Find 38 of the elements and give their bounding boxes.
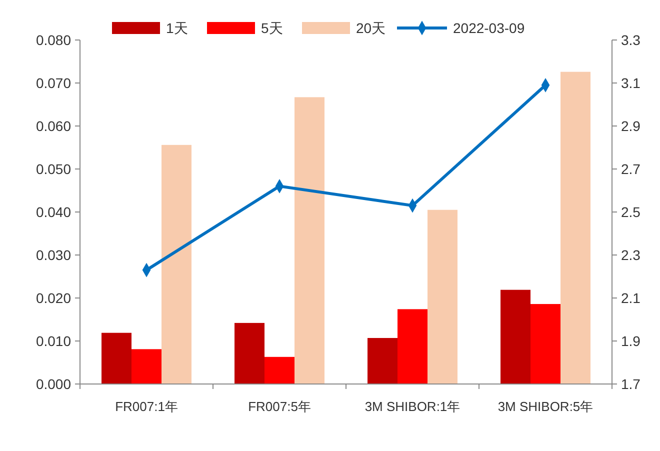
x-tick-label: FR007:1年 [115,399,178,414]
y-tick-label: 0.000 [36,376,72,392]
bar [264,356,294,384]
y2-tick-label: 1.9 [621,333,641,349]
y2-tick-label: 2.3 [621,247,641,263]
bar [132,349,162,384]
y2-tick-label: 2.7 [621,161,641,177]
x-tick-label: 3M SHIBOR:1年 [364,399,460,414]
bar [102,332,132,384]
bar [162,144,192,384]
y2-tick-label: 2.9 [621,118,641,134]
y-tick-label: 0.030 [36,247,72,263]
legend-label: 20天 [356,20,386,36]
bar [368,338,398,384]
y-tick-label: 0.020 [36,290,72,306]
bar [530,304,560,384]
y-tick-label: 0.060 [36,118,72,134]
bar [560,72,590,384]
y-tick-label: 0.080 [36,32,72,48]
legend-label: 2022-03-09 [453,20,525,36]
bar [500,290,530,384]
bar [428,210,458,384]
y2-tick-label: 2.5 [621,204,641,220]
y2-tick-label: 1.7 [621,376,641,392]
x-tick-label: 3M SHIBOR:5年 [498,399,594,414]
y-tick-label: 0.070 [36,75,72,91]
y-tick-label: 0.040 [36,204,72,220]
legend-label: 5天 [261,20,283,36]
bar [234,322,264,384]
bar [398,309,428,384]
bar [294,97,324,384]
y2-tick-label: 3.1 [621,75,641,91]
y2-tick-label: 2.1 [621,290,641,306]
y2-tick-label: 3.3 [621,32,641,48]
y-tick-label: 0.050 [36,161,72,177]
x-tick-label: FR007:5年 [248,399,311,414]
legend-label: 1天 [166,20,188,36]
y-tick-label: 0.010 [36,333,72,349]
